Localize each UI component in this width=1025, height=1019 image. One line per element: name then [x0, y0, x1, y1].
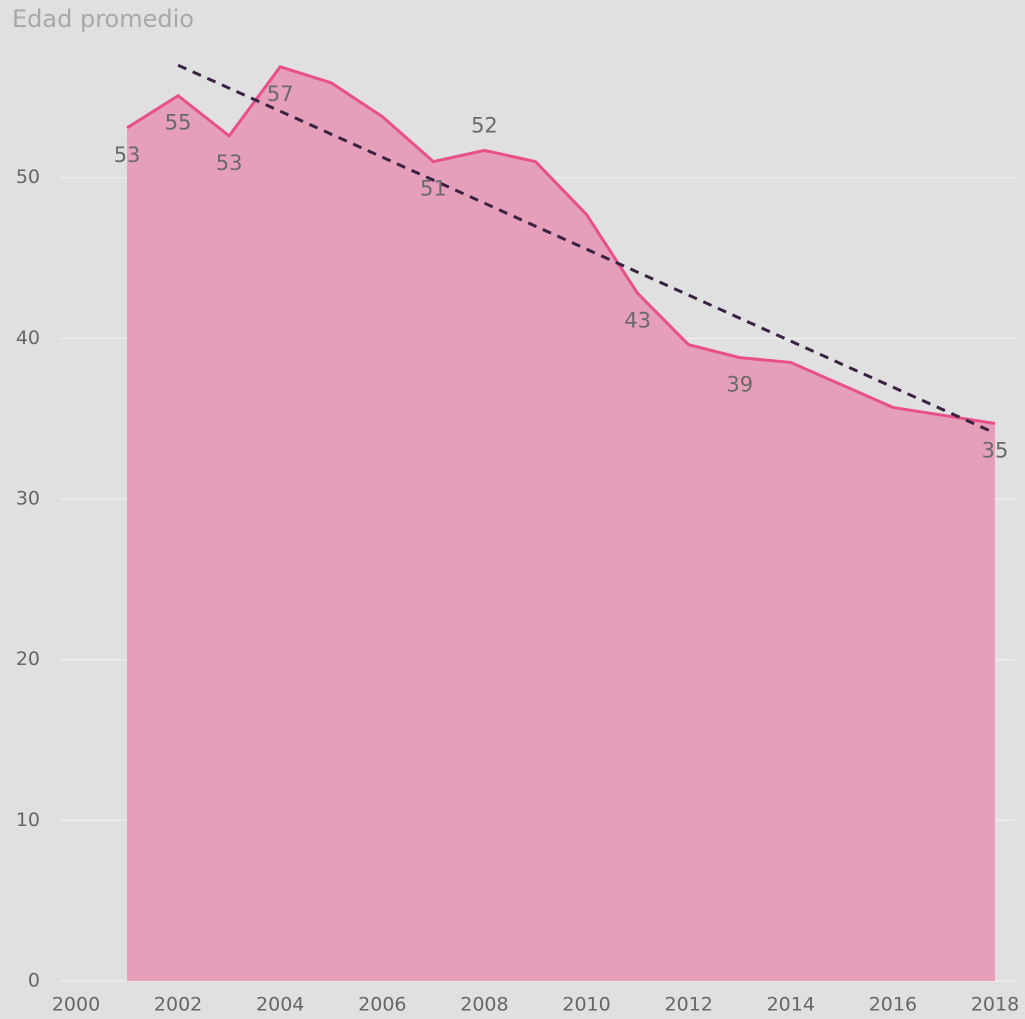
x-tick-label: 2014	[767, 994, 815, 1016]
data-label: 43	[624, 308, 651, 332]
y-tick-label: 30	[16, 488, 40, 510]
x-tick-label: 2008	[460, 994, 508, 1016]
x-tick-label: 2000	[52, 994, 100, 1016]
chart-title: Edad promedio	[12, 5, 194, 33]
x-tick-label: 2004	[256, 994, 304, 1016]
data-label: 39	[726, 373, 753, 397]
x-tick-label: 2018	[971, 994, 1019, 1016]
data-label: 55	[165, 111, 192, 135]
x-tick-label: 2002	[154, 994, 202, 1016]
data-label: 35	[982, 438, 1009, 462]
area	[127, 66, 996, 982]
trend-line	[177, 63, 996, 435]
data-label: 52	[471, 113, 498, 137]
data-label: 53	[216, 151, 243, 175]
x-tick-label: 2010	[562, 994, 610, 1016]
data-label: 53	[114, 143, 141, 167]
line	[126, 65, 996, 425]
x-tick-label: 2016	[869, 994, 917, 1016]
x-tick-label: 2006	[358, 994, 406, 1016]
y-tick-label: 50	[16, 166, 40, 188]
y-tick-label: 0	[28, 970, 40, 992]
y-tick-label: 10	[16, 809, 40, 831]
x-tick-label: 2012	[664, 994, 712, 1016]
y-tick-label: 40	[16, 327, 40, 349]
y-tick-label: 20	[16, 648, 40, 670]
data-label: 51	[420, 177, 447, 201]
data-label: 57	[267, 82, 294, 106]
